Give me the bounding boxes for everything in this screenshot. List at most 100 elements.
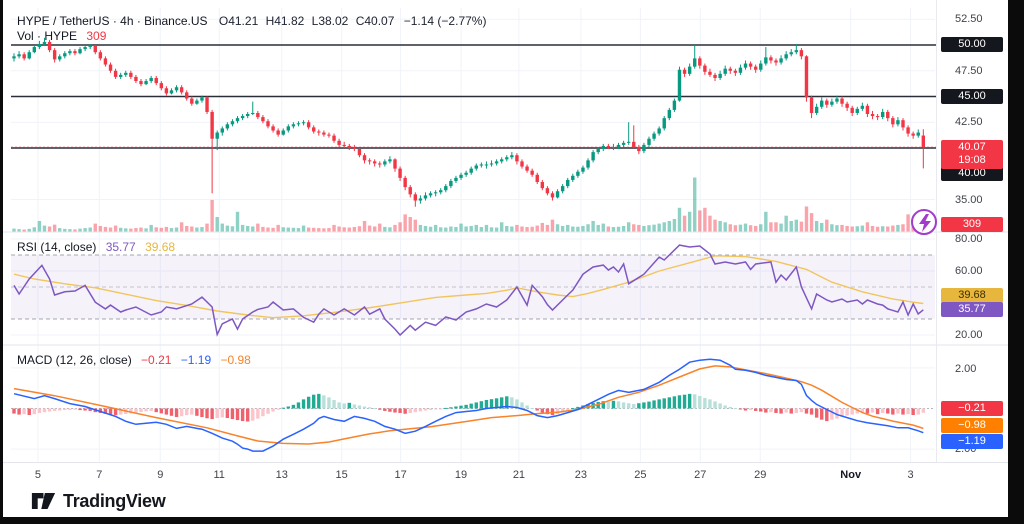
macd-histogram-bar (672, 396, 677, 409)
candle-body (576, 171, 580, 176)
candle-body (276, 130, 280, 135)
time-tick-23: 23 (574, 469, 588, 481)
volume-bar (200, 227, 204, 232)
rsi-legend[interactable]: RSI (14, close) 35.77 39.68 (17, 240, 175, 254)
candle-body (469, 168, 473, 173)
candle-body (245, 114, 250, 117)
volume-bar (652, 224, 656, 232)
candle-body (505, 157, 509, 160)
candle-body (88, 46, 92, 48)
volume-bar (306, 227, 311, 232)
candle-body (632, 141, 636, 147)
candle-body (423, 195, 428, 199)
candle-body (774, 60, 778, 63)
candle-body (718, 73, 722, 78)
macd-histogram-bar (576, 406, 580, 409)
candle-body (164, 88, 169, 94)
macd-histogram-bar (413, 408, 418, 413)
volume-bar (642, 225, 646, 232)
volume-bar (743, 223, 748, 232)
volume-bar (703, 207, 707, 232)
time-tick-3: 3 (907, 469, 914, 481)
macd-histogram-bar (718, 403, 722, 409)
candle-body (550, 193, 555, 198)
macd-line-value: −1.19 (180, 353, 212, 367)
volume-bar (591, 220, 595, 232)
lightning-icon (919, 214, 931, 232)
volume-bar (169, 228, 174, 232)
macd-histogram-bar (362, 406, 367, 409)
macd-histogram-bar (484, 399, 489, 409)
volume-bar (499, 222, 504, 232)
macd-histogram-bar (129, 408, 133, 414)
volume-bar (581, 225, 585, 232)
macd-legend[interactable]: MACD (12, 26, close) −0.21 −1.19 −0.98 (17, 353, 251, 367)
candle-body (698, 58, 702, 66)
tradingview-logo[interactable]: TradingView (31, 490, 166, 512)
macd-histogram-bar (540, 408, 545, 413)
macd-histogram-bar (63, 408, 67, 411)
macd-histogram-bar (713, 401, 717, 409)
candle-body (459, 174, 463, 178)
macd-histogram-bar (12, 408, 16, 414)
candle-body (12, 56, 16, 59)
time-axis[interactable]: 5 7 9 11 13 15 17 19 21 23 25 27 29 Nov 3 (3, 462, 1008, 488)
candle-body (713, 74, 717, 78)
price-axis[interactable]: 52.50 47.50 42.50 35.00 80.00 60.00 20.00 2.00 2… (936, 0, 1008, 462)
macd-histogram-bar (312, 394, 316, 409)
candle-body (256, 112, 260, 118)
volume-label[interactable]: Vol · HYPE (17, 29, 78, 43)
candle-body (545, 188, 550, 194)
macd-histogram-bar (179, 408, 184, 417)
candle-body (108, 64, 113, 71)
instant-order-button[interactable] (911, 209, 937, 235)
volume-bar (327, 228, 331, 232)
chart-canvas[interactable] (3, 0, 1008, 517)
macd-line (13, 358, 924, 452)
volume-bar (240, 224, 245, 232)
volume-bar (22, 229, 26, 232)
macd-histogram-bar (596, 402, 600, 409)
candle-body (68, 51, 72, 54)
symbol-title[interactable]: HYPE / TetherUS · 4h · Binance.US (17, 14, 208, 28)
candle-body (693, 58, 697, 67)
volume-legend[interactable]: Vol · HYPE 309 (17, 29, 106, 43)
candle-body (413, 194, 418, 201)
candle-body (98, 52, 103, 59)
candle-body (611, 146, 616, 148)
volume-bar (261, 226, 265, 232)
candle-body (342, 144, 346, 146)
candle-body (520, 161, 524, 167)
volume-bar (52, 224, 57, 232)
volume-bar (464, 226, 468, 232)
candle-body (687, 66, 692, 74)
candle-body (362, 155, 367, 161)
macd-histogram-bar (601, 401, 605, 409)
volume-bar (840, 224, 844, 232)
macd-histogram-bar (439, 408, 443, 410)
macd-histogram-bar (621, 402, 626, 409)
volume-bar (444, 227, 448, 232)
macd-histogram-bar (398, 408, 402, 413)
macd-histogram-bar (753, 408, 758, 411)
ohlc-open: O41.21 (218, 14, 259, 28)
macd-histogram-bar (769, 408, 773, 413)
volume-bar (576, 226, 580, 232)
volume-bar (759, 224, 763, 232)
volume-bar (210, 199, 214, 232)
rsi-label[interactable]: RSI (14, close) (17, 240, 97, 254)
macd-histogram-bar (875, 408, 880, 415)
macd-label[interactable]: MACD (12, 26, close) (17, 353, 132, 367)
candle-body (733, 70, 738, 73)
macd-histogram-bar (794, 408, 799, 413)
volume-bar (378, 223, 382, 232)
symbol-legend[interactable]: HYPE / TetherUS · 4h · Binance.US O41.21… (17, 14, 486, 28)
ohlc-low: L38.02 (311, 14, 349, 28)
volume-bar (286, 227, 291, 232)
macd-histogram-bar (154, 408, 158, 413)
macd-histogram-bar (296, 402, 301, 409)
volume-bar (835, 225, 839, 232)
volume-bar (88, 227, 92, 232)
macd-histogram-bar (352, 404, 357, 409)
macd-histogram-bar (891, 408, 895, 415)
